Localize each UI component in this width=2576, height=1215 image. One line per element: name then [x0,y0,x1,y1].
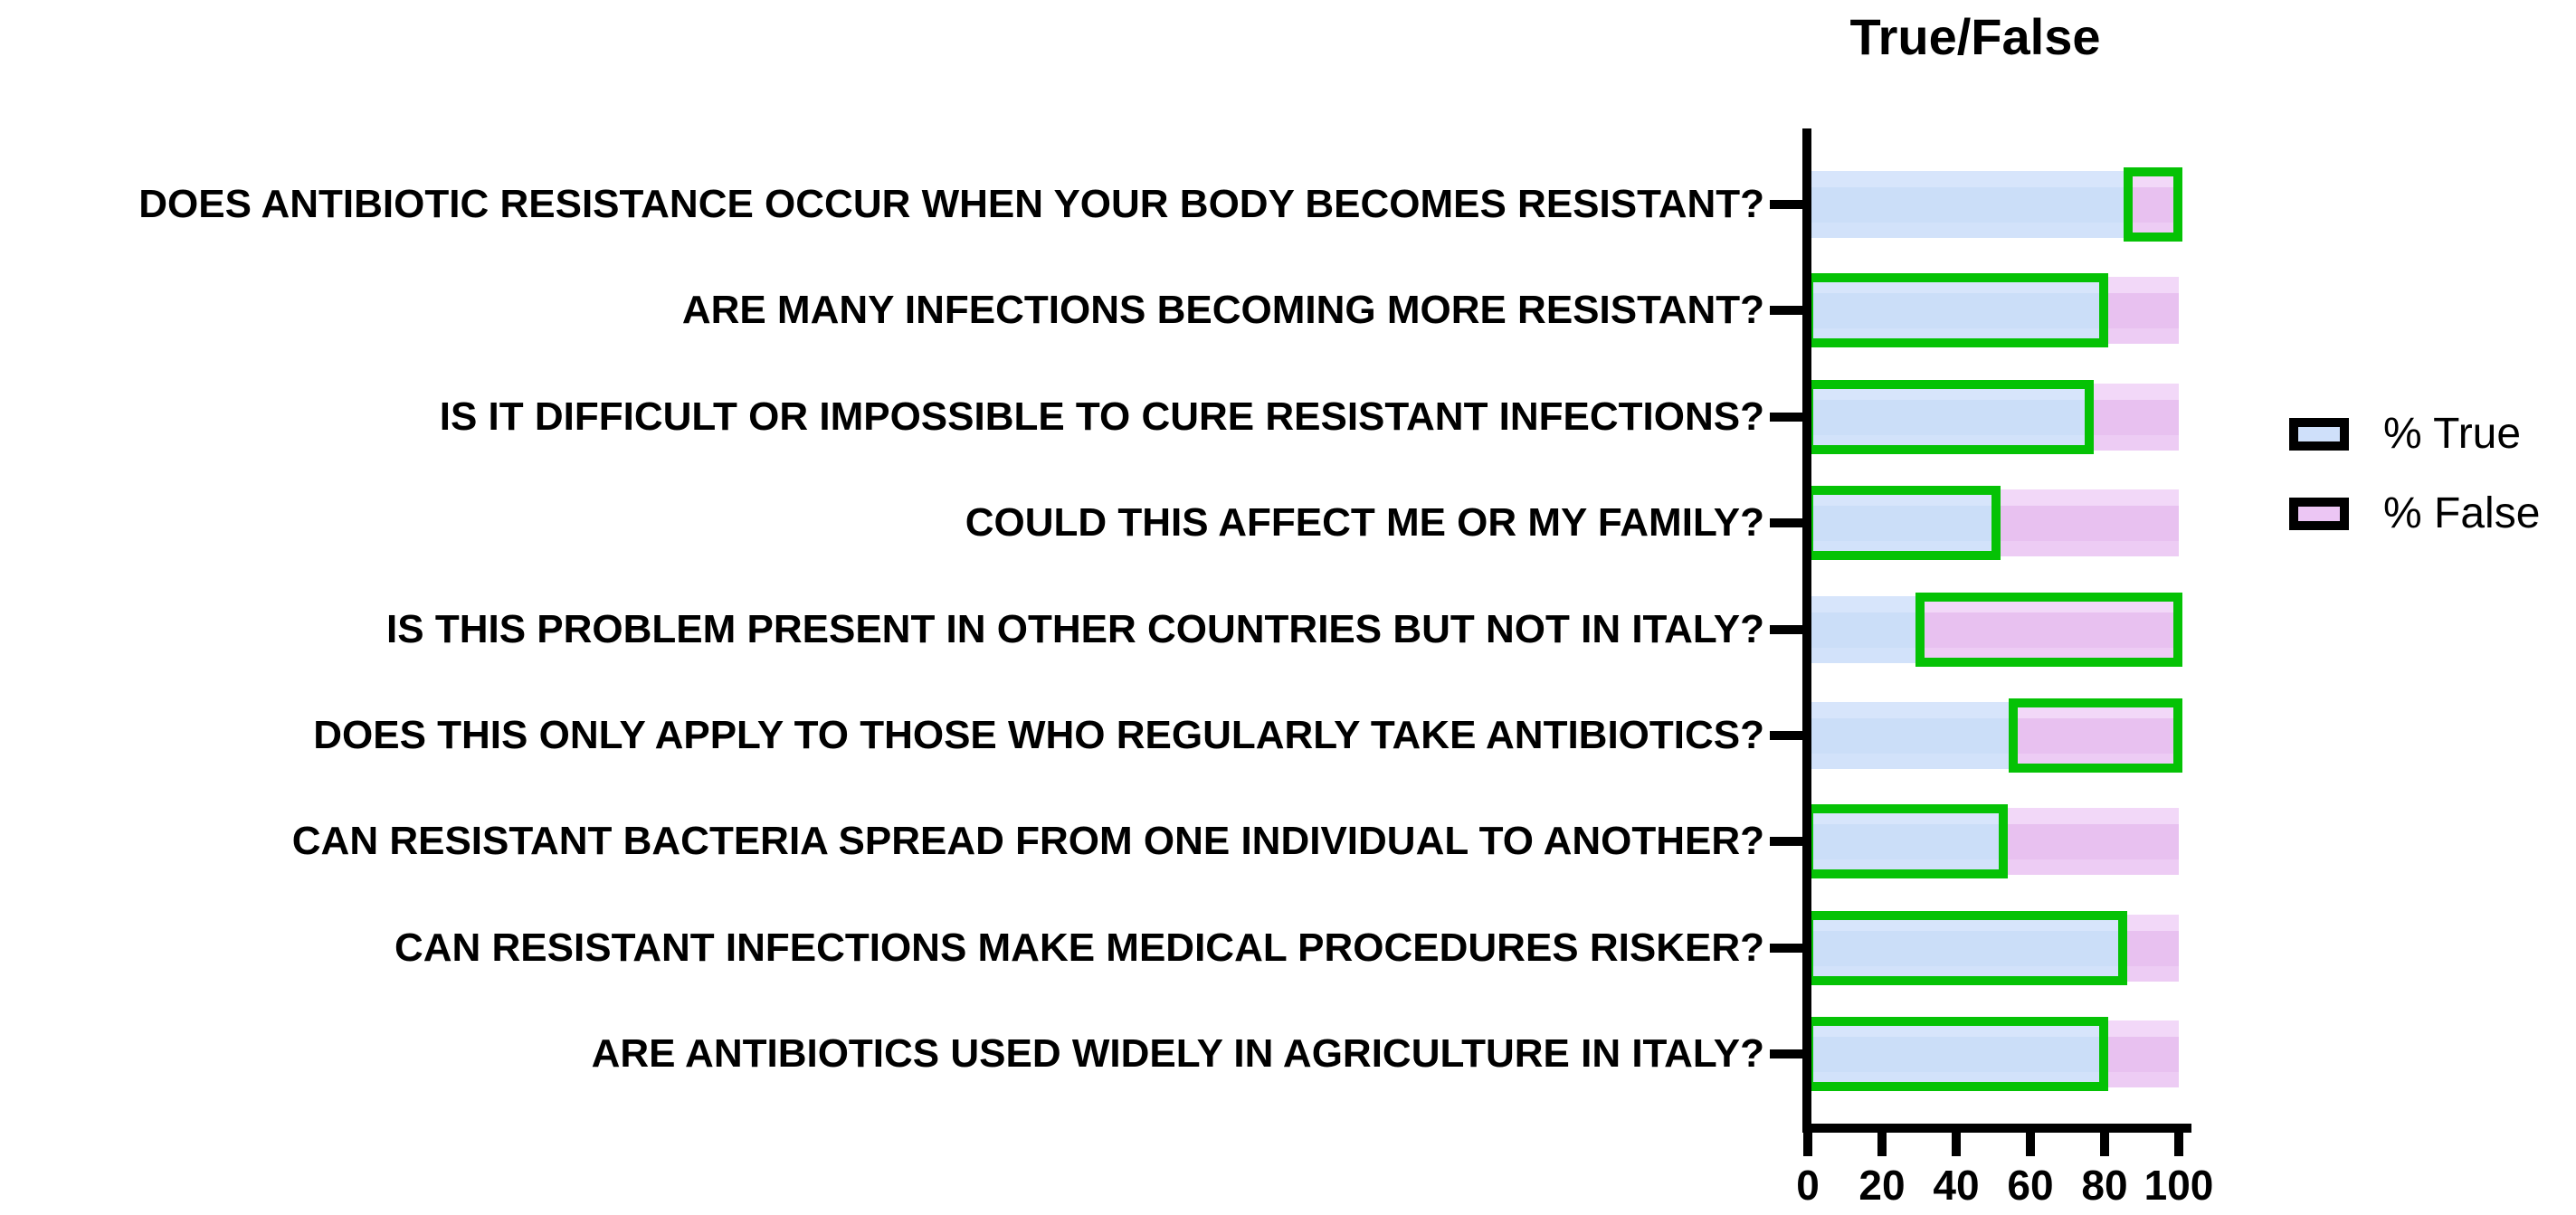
y-tick-row-1 [1770,200,1804,209]
bar-segment-false-row-2 [2105,277,2179,344]
category-label-2: ARE MANY INFECTIONS BECOMING MORE RESIST… [681,288,1764,333]
x-tick-label-40: 40 [1933,1162,1980,1209]
correct-answer-outline-row-7 [1804,804,2009,878]
correct-answer-outline-row-4 [1804,486,2001,560]
category-label-8: CAN RESISTANT INFECTIONS MAKE MEDICAL PR… [394,925,1764,970]
x-tick-label-0: 0 [1796,1162,1820,1209]
correct-answer-outline-row-9 [1804,1017,2108,1091]
x-tick-60 [2026,1133,2035,1156]
bar-segment-true-row-5 [1808,596,1919,663]
y-tick-row-8 [1770,943,1804,953]
legend-swatch-false-icon [2289,497,2349,530]
category-label-4: COULD THIS AFFECT ME OR MY FAMILY? [965,500,1764,546]
category-label-5: IS THIS PROBLEM PRESENT IN OTHER COUNTRI… [386,606,1764,651]
bar-segment-true-row-1 [1808,171,2127,238]
correct-answer-outline-row-3 [1804,380,2094,454]
x-tick-label-60: 60 [2007,1162,2054,1209]
x-tick-20 [1877,1133,1887,1156]
y-tick-row-4 [1770,518,1804,528]
category-label-9: ARE ANTIBIOTICS USED WIDELY IN AGRICULTU… [591,1031,1764,1077]
y-tick-row-6 [1770,731,1804,740]
x-axis-line [1802,1124,2191,1133]
legend-item-true: % True [2289,409,2521,459]
x-tick-label-20: 20 [1858,1162,1906,1209]
legend-swatch-true-icon [2289,417,2349,451]
correct-answer-outline-row-6 [2008,698,2182,773]
x-tick-80 [2100,1133,2109,1156]
bar-segment-false-row-9 [2105,1020,2179,1087]
bar-segment-false-row-4 [1997,489,2179,556]
y-tick-row-9 [1770,1049,1804,1059]
bar-segment-true-row-7 [1808,808,2005,875]
chart-title: True/False [1849,8,2101,65]
category-label-1: DOES ANTIBIOTIC RESISTANCE OCCUR WHEN YO… [138,182,1764,226]
bar-segment-false-row-8 [2123,915,2179,982]
x-tick-100 [2174,1133,2183,1156]
correct-answer-outline-row-5 [1915,593,2182,667]
category-label-7: CAN RESISTANT BACTERIA SPREAD FROM ONE I… [291,819,1764,864]
bar-segment-false-row-7 [2004,808,2179,875]
correct-answer-outline-row-8 [1804,911,2127,985]
y-axis-line [1802,128,1811,1133]
bar-segment-false-row-3 [2089,384,2179,451]
bar-segment-true-row-3 [1808,384,2090,451]
correct-answer-outline-row-1 [2123,167,2182,242]
x-tick-40 [1952,1133,1961,1156]
x-tick-0 [1803,1133,1812,1156]
legend-label-false: % False [2383,489,2541,537]
bar-segment-false-row-5 [1919,596,2179,663]
bar-segment-true-row-2 [1808,277,2105,344]
legend-label-true: % True [2383,410,2522,458]
bar-segment-false-row-1 [2126,171,2179,238]
y-tick-row-2 [1770,306,1804,316]
bar-segment-true-row-9 [1808,1020,2105,1087]
y-tick-row-3 [1770,412,1804,422]
y-tick-row-5 [1770,624,1804,634]
bar-segment-true-row-8 [1808,915,2124,982]
x-tick-label-100: 100 [2143,1162,2214,1209]
legend-item-false: % False [2289,489,2540,538]
y-tick-row-7 [1770,837,1804,847]
bar-segment-true-row-6 [1808,702,2012,769]
category-label-6: DOES THIS ONLY APPLY TO THOSE WHO REGULA… [313,713,1764,757]
category-label-3: IS IT DIFFICULT OR IMPOSSIBLE TO CURE RE… [439,394,1764,439]
x-tick-label-80: 80 [2081,1162,2128,1209]
correct-answer-outline-row-2 [1804,273,2108,347]
bar-segment-false-row-6 [2011,702,2179,769]
bar-segment-true-row-4 [1808,489,1998,556]
